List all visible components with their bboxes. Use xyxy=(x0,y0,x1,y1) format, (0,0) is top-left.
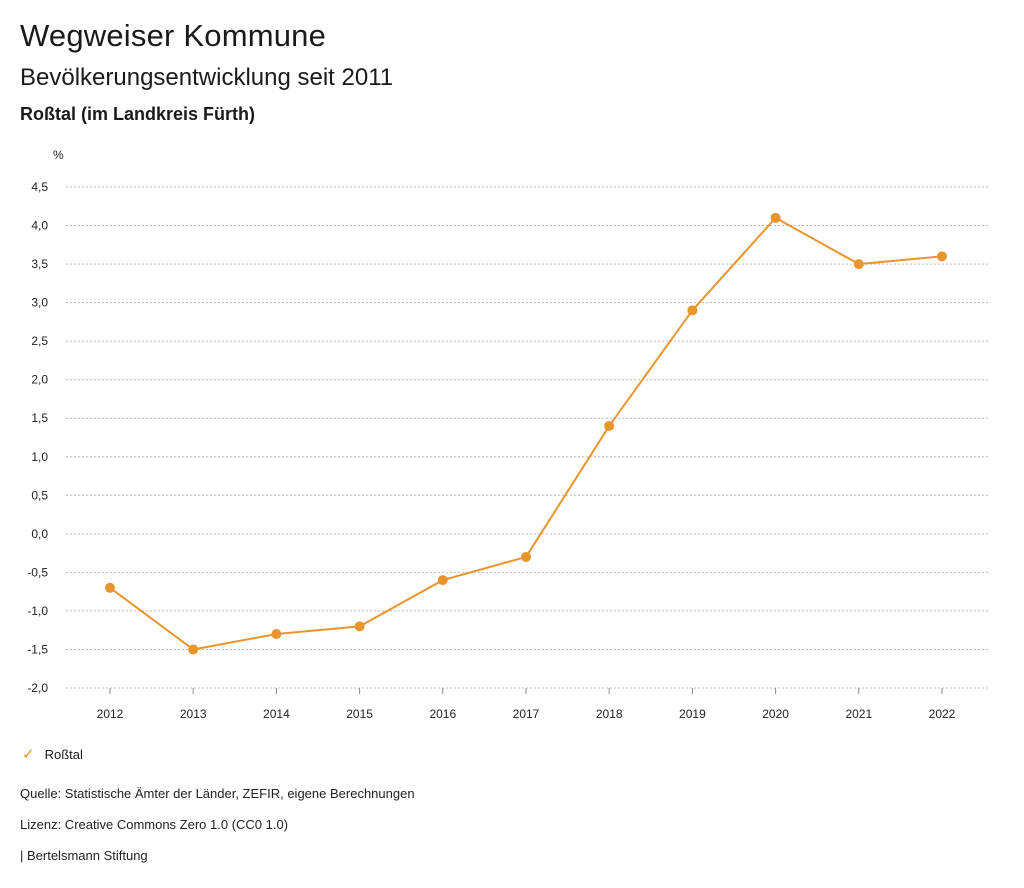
x-tick-label: 2020 xyxy=(762,707,789,721)
y-tick-label: 3,5 xyxy=(31,257,48,271)
line-chart: % -2,0 -1,5 -1,0 -0,5 0,0 0,5 1,0 1,5 2,0 2,5 3,0 3,… xyxy=(27,148,990,721)
y-tick-label: 4,5 xyxy=(31,180,48,194)
data-point xyxy=(770,212,781,223)
y-tick-label: -0,5 xyxy=(27,565,48,579)
chart-subtitle: Bevölkerungsentwicklung seit 2011 xyxy=(20,64,394,91)
data-point xyxy=(437,575,448,586)
x-tick-label: 2019 xyxy=(679,707,706,721)
y-tick-label: 2,5 xyxy=(31,334,48,348)
y-tick-label: -1,5 xyxy=(27,642,48,656)
x-tick-label: 2015 xyxy=(346,707,373,721)
legend[interactable]: ✓ Roßtal xyxy=(22,745,83,763)
x-tick-label: 2022 xyxy=(929,707,956,721)
y-tick-label: -2,0 xyxy=(27,681,48,695)
data-point xyxy=(354,621,365,632)
check-icon: ✓ xyxy=(22,746,35,763)
x-tick-label: 2012 xyxy=(97,707,124,721)
y-tick-label: -1,0 xyxy=(27,604,48,618)
series-line xyxy=(109,216,943,651)
publisher-note: | Bertelsmann Stiftung xyxy=(20,848,148,863)
data-point xyxy=(604,420,615,431)
region-label: Roßtal (im Landkreis Fürth) xyxy=(20,104,256,124)
data-point xyxy=(188,644,199,655)
data-point xyxy=(521,551,531,562)
y-tick-label: 0,0 xyxy=(31,527,48,541)
y-tick-label: 3,0 xyxy=(31,296,48,310)
chart-title: Wegweiser Kommune xyxy=(20,18,327,53)
data-point xyxy=(105,582,115,593)
data-point xyxy=(687,305,698,316)
data-point xyxy=(853,259,864,270)
data-point xyxy=(937,251,947,262)
y-tick-label: 4,0 xyxy=(31,219,48,233)
x-tick-label: 2014 xyxy=(263,707,290,721)
x-tick-label: 2021 xyxy=(845,707,872,721)
y-tick-label: 1,5 xyxy=(31,411,48,425)
source-note: Quelle: Statistische Ämter der Länder, Z… xyxy=(20,786,415,801)
y-tick-label: 0,5 xyxy=(31,488,48,502)
y-tick-label: 1,0 xyxy=(31,450,48,464)
x-tick-label: 2016 xyxy=(429,707,456,721)
legend-label: Roßtal xyxy=(44,746,83,762)
y-tick-label: 2,0 xyxy=(31,373,48,387)
x-tick-label: 2018 xyxy=(596,707,623,721)
x-tick-label: 2013 xyxy=(180,707,207,721)
data-point xyxy=(271,629,282,640)
x-tick-label: 2017 xyxy=(513,707,540,721)
y-axis-unit: % xyxy=(53,148,64,162)
license-note: Lizenz: Creative Commons Zero 1.0 (CC0 1… xyxy=(20,817,289,832)
